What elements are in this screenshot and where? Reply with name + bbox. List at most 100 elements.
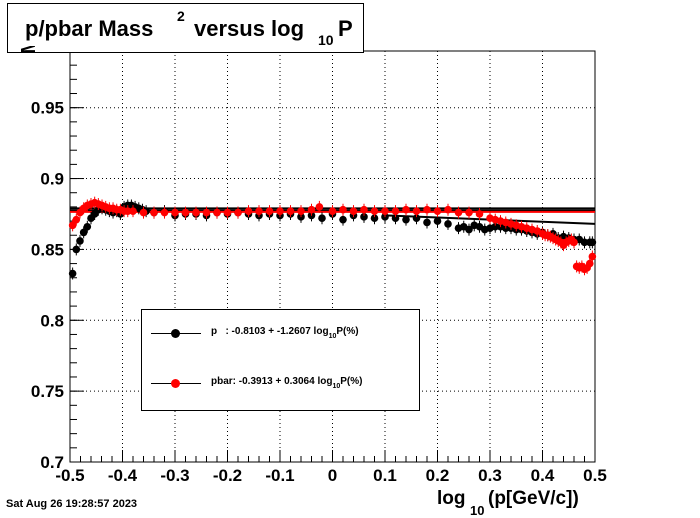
timestamp: Sat Aug 26 19:28:57 2023 <box>6 498 138 510</box>
data-point-pbar <box>454 208 463 217</box>
x-axis-label-rest: (p[GeV/c]) <box>488 488 579 509</box>
data-point-p <box>360 213 368 221</box>
data-point-pbar <box>139 208 148 217</box>
data-point-p <box>72 245 81 254</box>
data-point-pbar <box>234 208 242 217</box>
data-point-pbar <box>68 221 77 230</box>
x-tick-label: -0.4 <box>108 466 138 485</box>
legend-pbar-sub: 10 <box>332 383 341 390</box>
data-point-pbar <box>475 210 484 218</box>
x-tick-label: 0.1 <box>373 466 397 485</box>
data-point-pbar <box>360 205 368 214</box>
data-point-pbar <box>123 207 132 215</box>
data-point-p <box>444 220 452 228</box>
data-point-pbar <box>181 208 190 217</box>
y-axis-label-fragment: M² <box>18 46 40 78</box>
data-point-pbar <box>244 207 253 215</box>
title-part-3: P <box>338 16 353 41</box>
data-point-pbar <box>171 208 179 217</box>
legend-marker-black <box>171 329 180 338</box>
data-point-pbar <box>265 207 274 215</box>
legend-pbar-post: P(%) <box>340 376 363 387</box>
data-point-p <box>491 222 500 231</box>
data-point-pbar <box>315 203 324 211</box>
data-point-pbar <box>433 207 442 215</box>
data-point-p <box>76 237 84 245</box>
data-point-pbar <box>465 208 473 217</box>
chart-title-box: p/pbar Mass 2 versus log 10 P <box>7 3 364 53</box>
data-point-pbar <box>412 207 421 215</box>
data-point-pbar <box>339 205 347 214</box>
data-point-pbar <box>286 207 295 215</box>
legend-p-text: p : -0.8103 + -1.2607 log <box>211 326 329 337</box>
data-point-p <box>370 214 379 223</box>
data-point-pbar <box>588 252 597 261</box>
y-tick-label: 0.9 <box>40 170 64 189</box>
x-tick-label: 0.3 <box>478 466 502 485</box>
data-point-pbar <box>129 207 137 215</box>
x-axis-label-prefix: log <box>437 488 466 509</box>
y-tick-label: 0.7 <box>40 453 64 472</box>
y-tick-label: 0.95 <box>31 99 64 118</box>
data-point-p <box>465 225 473 234</box>
x-tick-label: -0.1 <box>265 466 294 485</box>
data-point-pbar <box>585 259 594 268</box>
data-point-p <box>339 215 347 224</box>
data-point-p <box>423 218 431 227</box>
data-point-p <box>68 269 77 278</box>
x-axis-label: log 10 (p[GeV/c]) <box>437 488 579 518</box>
legend-label-p: p : -0.8103 + -1.2607 log10P(%) <box>211 326 359 340</box>
data-point-p <box>433 217 442 225</box>
title-part-1: p/pbar Mass <box>25 16 154 41</box>
legend-pbar-text: pbar: -0.3913 + 0.3064 log <box>211 376 333 387</box>
data-point-p <box>588 238 597 247</box>
x-tick-label: -0.3 <box>160 466 189 485</box>
data-point-p <box>79 228 88 237</box>
data-point-p <box>412 214 421 223</box>
data-point-pbar <box>328 207 337 215</box>
title-subscript: 10 <box>318 32 334 48</box>
data-point-pbar <box>402 205 410 214</box>
title-part-2: versus log <box>194 16 305 41</box>
legend-label-pbar: pbar: -0.3913 + 0.3064 log10P(%) <box>211 376 363 390</box>
data-point-p <box>391 214 400 223</box>
legend-p-post: P(%) <box>336 326 359 337</box>
y-tick-label: 0.8 <box>40 311 64 330</box>
data-point-pbar <box>297 207 305 215</box>
legend-entry-p: p : -0.8103 + -1.2607 log10P(%) <box>142 324 421 344</box>
data-point-pbar <box>202 208 211 217</box>
data-point-pbar <box>255 207 263 215</box>
x-tick-label: 0.5 <box>583 466 607 485</box>
data-point-pbar <box>349 207 358 215</box>
x-tick-label: -0.2 <box>213 466 242 485</box>
data-point-pbar <box>570 238 578 247</box>
data-point-pbar <box>276 207 284 215</box>
legend-entry-pbar: pbar: -0.3913 + 0.3064 log10P(%) <box>142 374 421 394</box>
data-point-p <box>318 214 326 223</box>
legend-marker-red <box>171 379 180 388</box>
data-point-pbar <box>370 207 379 215</box>
legend-p-sub: 10 <box>328 333 337 340</box>
x-axis-label-subscript: 10 <box>470 503 485 518</box>
data-point-pbar <box>391 207 400 215</box>
data-point-pbar <box>444 205 452 214</box>
data-point-pbar <box>72 215 81 224</box>
y-tick-label: 0.85 <box>31 240 64 259</box>
data-point-p <box>402 215 410 224</box>
data-point-pbar <box>192 208 200 217</box>
data-point-p <box>83 222 92 231</box>
data-point-pbar <box>150 208 158 217</box>
y-axis-label-text: M² <box>18 46 40 54</box>
y-tick-label: 0.75 <box>31 382 64 401</box>
legend: p : -0.8103 + -1.2607 log10P(%) pbar: -0… <box>141 309 420 411</box>
x-tick-label: 0 <box>328 466 337 485</box>
data-point-pbar <box>423 205 431 214</box>
x-tick-label: -0.5 <box>55 466 84 485</box>
x-tick-label: 0.2 <box>426 466 450 485</box>
data-point-p <box>580 238 589 247</box>
data-point-pbar <box>223 208 232 217</box>
title-superscript: 2 <box>177 8 185 24</box>
data-point-pbar <box>307 205 316 214</box>
x-tick-label: 0.4 <box>531 466 555 485</box>
